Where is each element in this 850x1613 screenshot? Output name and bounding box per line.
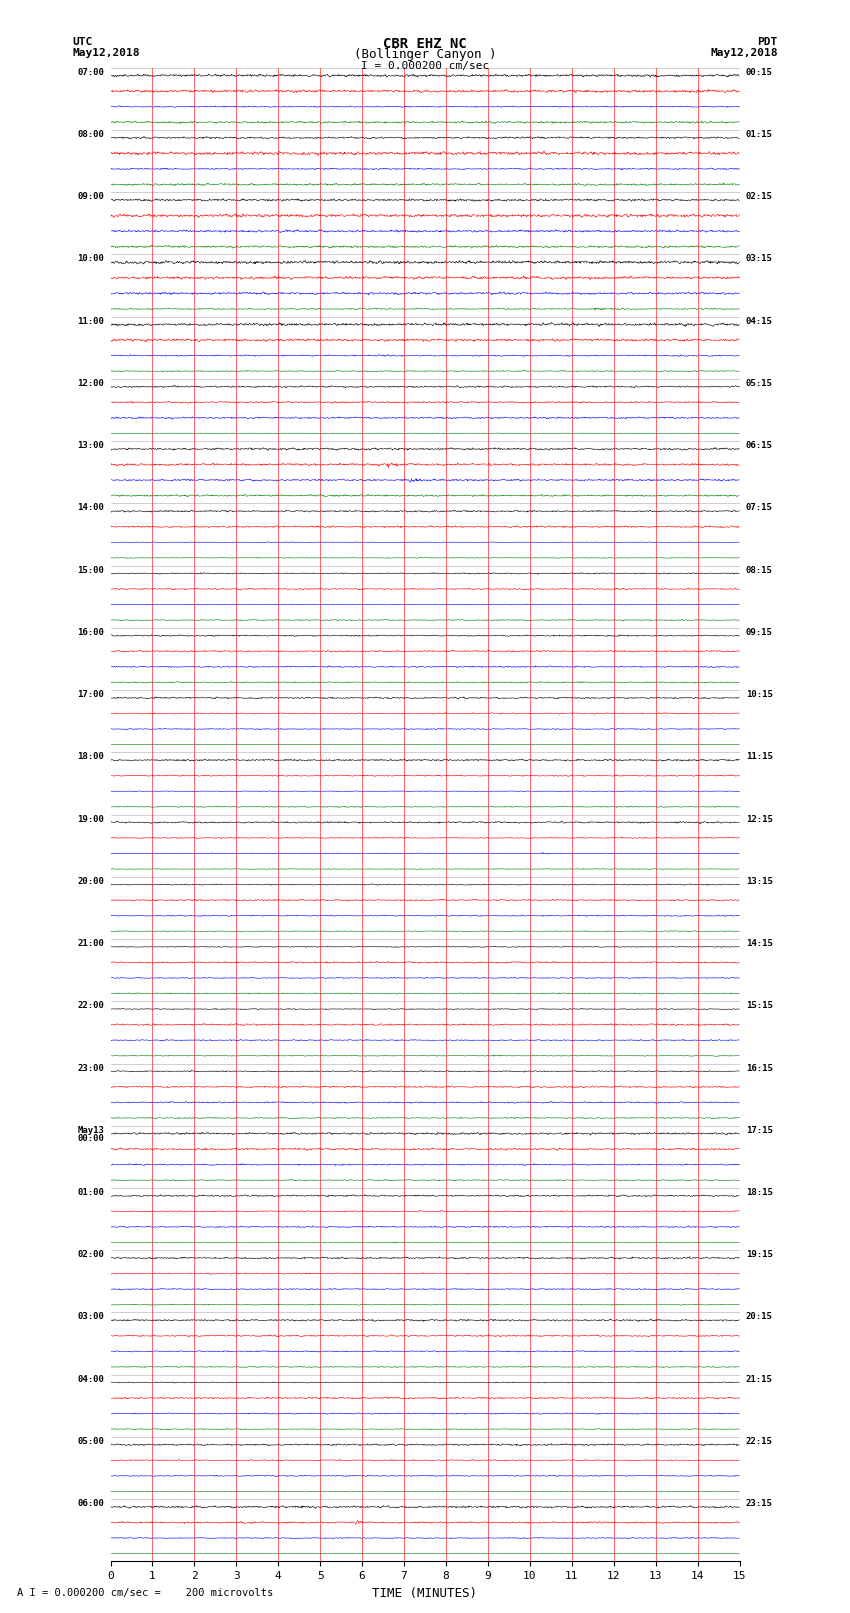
Text: 05:00: 05:00 — [77, 1437, 105, 1445]
Text: A I = 0.000200 cm/sec =    200 microvolts: A I = 0.000200 cm/sec = 200 microvolts — [17, 1589, 273, 1598]
Text: 23:15: 23:15 — [745, 1498, 773, 1508]
Text: 23:00: 23:00 — [77, 1063, 105, 1073]
Text: 14:00: 14:00 — [77, 503, 105, 513]
Text: 08:15: 08:15 — [745, 566, 773, 574]
Text: 06:00: 06:00 — [77, 1498, 105, 1508]
Text: May12,2018: May12,2018 — [711, 48, 778, 58]
X-axis label: TIME (MINUTES): TIME (MINUTES) — [372, 1587, 478, 1600]
Text: 18:15: 18:15 — [745, 1187, 773, 1197]
Text: 01:00: 01:00 — [77, 1187, 105, 1197]
Text: I = 0.000200 cm/sec: I = 0.000200 cm/sec — [361, 61, 489, 71]
Text: 17:00: 17:00 — [77, 690, 105, 698]
Text: 07:15: 07:15 — [745, 503, 773, 513]
Text: 12:00: 12:00 — [77, 379, 105, 387]
Text: 09:00: 09:00 — [77, 192, 105, 202]
Text: 16:15: 16:15 — [745, 1063, 773, 1073]
Text: 18:00: 18:00 — [77, 752, 105, 761]
Text: 22:00: 22:00 — [77, 1002, 105, 1010]
Text: May13: May13 — [77, 1126, 105, 1134]
Text: 15:15: 15:15 — [745, 1002, 773, 1010]
Text: UTC: UTC — [72, 37, 93, 47]
Text: 20:15: 20:15 — [745, 1313, 773, 1321]
Text: 03:00: 03:00 — [77, 1313, 105, 1321]
Text: (Bollinger Canyon ): (Bollinger Canyon ) — [354, 48, 496, 61]
Text: 09:15: 09:15 — [745, 627, 773, 637]
Text: CBR EHZ NC: CBR EHZ NC — [383, 37, 467, 52]
Text: 17:15: 17:15 — [745, 1126, 773, 1134]
Text: 11:15: 11:15 — [745, 752, 773, 761]
Text: 02:00: 02:00 — [77, 1250, 105, 1260]
Text: 15:00: 15:00 — [77, 566, 105, 574]
Text: 07:00: 07:00 — [77, 68, 105, 77]
Text: 21:15: 21:15 — [745, 1374, 773, 1384]
Text: 12:15: 12:15 — [745, 815, 773, 824]
Text: 14:15: 14:15 — [745, 939, 773, 948]
Text: 21:00: 21:00 — [77, 939, 105, 948]
Text: 11:00: 11:00 — [77, 316, 105, 326]
Text: May12,2018: May12,2018 — [72, 48, 139, 58]
Text: PDT: PDT — [757, 37, 778, 47]
Text: 04:00: 04:00 — [77, 1374, 105, 1384]
Text: 06:15: 06:15 — [745, 442, 773, 450]
Text: 13:00: 13:00 — [77, 442, 105, 450]
Text: 19:00: 19:00 — [77, 815, 105, 824]
Text: 01:15: 01:15 — [745, 131, 773, 139]
Text: 00:15: 00:15 — [745, 68, 773, 77]
Text: 16:00: 16:00 — [77, 627, 105, 637]
Text: 19:15: 19:15 — [745, 1250, 773, 1260]
Text: 04:15: 04:15 — [745, 316, 773, 326]
Text: 22:15: 22:15 — [745, 1437, 773, 1445]
Text: 08:00: 08:00 — [77, 131, 105, 139]
Text: 13:15: 13:15 — [745, 877, 773, 886]
Text: 10:15: 10:15 — [745, 690, 773, 698]
Text: 20:00: 20:00 — [77, 877, 105, 886]
Text: 02:15: 02:15 — [745, 192, 773, 202]
Text: 10:00: 10:00 — [77, 255, 105, 263]
Text: 03:15: 03:15 — [745, 255, 773, 263]
Text: 00:00: 00:00 — [77, 1134, 105, 1142]
Text: 05:15: 05:15 — [745, 379, 773, 387]
